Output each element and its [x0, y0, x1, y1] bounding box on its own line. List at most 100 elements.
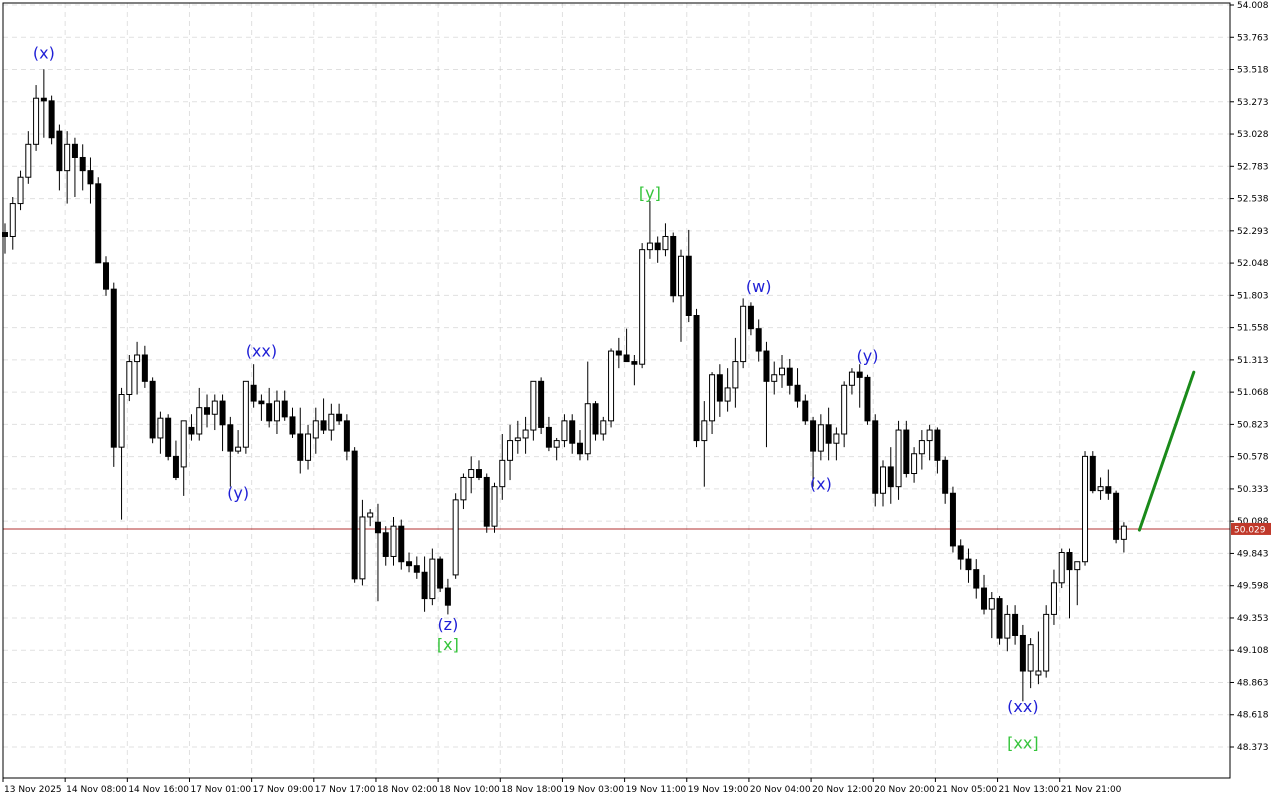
y-tick-label: 53.028: [1237, 130, 1269, 140]
candle-body: [180, 420, 187, 468]
candle-body: [343, 420, 350, 452]
candle-body: [312, 420, 319, 439]
candle-body: [949, 492, 956, 547]
candle-body: [918, 440, 925, 455]
candle-body: [351, 450, 358, 580]
candle-body: [996, 598, 1003, 639]
candle-body: [48, 100, 55, 139]
candle-body: [677, 255, 684, 297]
candle-body: [242, 380, 249, 448]
candle-body: [576, 442, 583, 455]
candle-body: [110, 288, 117, 448]
candle-body: [631, 361, 638, 365]
y-tick-label: 49.353: [1237, 614, 1269, 624]
x-tick-label: 17 Nov 17:00: [315, 785, 376, 795]
candle-body: [79, 156, 86, 172]
candlesticks: [2, 69, 1127, 702]
candle-body: [398, 525, 405, 563]
candle-body: [880, 466, 887, 494]
candle-body: [1019, 634, 1026, 672]
candle-body: [864, 376, 871, 422]
candle-body: [553, 440, 560, 448]
x-tick-label: 21 Nov 05:00: [936, 785, 997, 795]
candle-body: [1097, 486, 1104, 492]
candle-body: [126, 361, 133, 396]
candle-body: [499, 459, 506, 488]
candle-body: [887, 466, 894, 488]
candle-body: [600, 420, 607, 435]
candle-body: [56, 130, 63, 172]
y-tick-label: 50.333: [1237, 485, 1269, 495]
candle-body: [545, 426, 552, 448]
candle-body: [514, 437, 521, 442]
candle-body: [592, 403, 599, 435]
candle-body: [1004, 613, 1011, 639]
candle-body: [646, 242, 653, 251]
candle-body: [1027, 644, 1034, 672]
y-tick-label: 52.293: [1237, 227, 1269, 237]
candle-body: [973, 569, 980, 589]
candle-body: [538, 380, 545, 428]
candle-body: [40, 97, 47, 102]
candle-body: [367, 512, 374, 518]
candle-body: [965, 558, 972, 571]
candle-body: [17, 176, 24, 205]
y-tick-label: 51.068: [1237, 388, 1269, 398]
candle-body: [747, 305, 754, 330]
candle-body: [934, 429, 941, 461]
y-tick-label: 49.843: [1237, 549, 1269, 559]
candle-body: [957, 545, 964, 560]
candle-body: [250, 384, 257, 402]
candle-body: [608, 350, 615, 422]
y-tick-label: 53.273: [1237, 98, 1269, 108]
candle-body: [693, 314, 700, 442]
y-tick-label: 51.803: [1237, 291, 1269, 301]
x-tick-label: 20 Nov 20:00: [874, 785, 935, 795]
candle-body: [1043, 613, 1050, 672]
candle-body: [817, 424, 824, 452]
candle-body: [374, 521, 381, 534]
candle-body: [1082, 455, 1089, 563]
candle-body: [709, 374, 716, 422]
wave-label: (w): [746, 277, 772, 296]
candle-body: [95, 183, 102, 264]
x-tick-label: 18 Nov 10:00: [439, 785, 500, 795]
x-tick-label: 19 Nov 11:00: [626, 785, 687, 795]
candle-body: [165, 417, 172, 457]
candle-body: [615, 350, 622, 356]
candle-body: [802, 400, 809, 422]
candle-body: [856, 371, 863, 378]
candle-body: [289, 416, 296, 435]
candle-body: [196, 407, 203, 435]
candle-body: [460, 476, 467, 501]
candle-body: [561, 420, 568, 442]
candle-body: [507, 440, 514, 461]
wave-label: [y]: [639, 183, 661, 202]
candle-body: [988, 598, 995, 610]
x-tick-label: 17 Nov 09:00: [253, 785, 314, 795]
wave-label: [x]: [437, 635, 459, 654]
y-tick-label: 48.373: [1237, 743, 1269, 753]
candle-body: [273, 400, 280, 422]
candle-body: [895, 429, 902, 488]
wave-labels: (x) (xx) (y) (z)[x] [y] (w) (x) (y) (xx) [xx]: [33, 44, 1039, 753]
candle-body: [421, 571, 428, 600]
candle-body: [530, 380, 537, 431]
candle-body: [786, 367, 793, 386]
candle-body: [942, 459, 949, 494]
candle-body: [670, 235, 677, 297]
x-tick-label: 21 Nov 21:00: [1061, 785, 1122, 795]
wave-label: (x): [810, 474, 832, 493]
y-tick-label: 53.763: [1237, 33, 1269, 43]
candle-body: [266, 403, 273, 422]
candle-body: [685, 255, 692, 316]
candle-body: [1089, 455, 1096, 492]
y-tick-label: 54.008: [1237, 1, 1269, 11]
candle-body: [833, 433, 840, 444]
candle-body: [981, 587, 988, 610]
x-tick-label: 17 Nov 01:00: [190, 785, 251, 795]
candle-body: [522, 429, 529, 439]
candle-body: [475, 469, 482, 478]
candle-body: [1113, 492, 1120, 540]
